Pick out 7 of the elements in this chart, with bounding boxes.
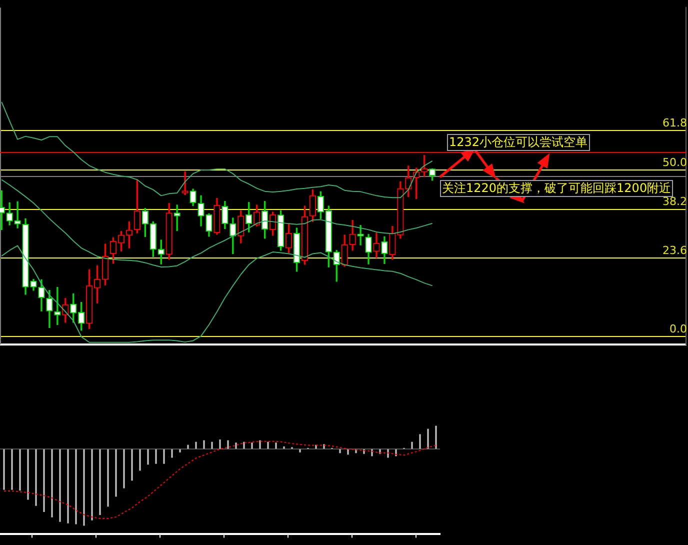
- y-tick-label: 38.2: [662, 195, 687, 208]
- text: 1232小仓位可以尝试空单: [447, 134, 590, 151]
- y-tick-label: 50.0: [662, 156, 687, 169]
- y-tick-label: 0.0: [670, 322, 687, 336]
- y-tick-label: 61.8: [662, 116, 687, 130]
- y-tick-label: 23.6: [662, 244, 687, 257]
- text: 关注1220的支撑，破了可能回踩1200附近: [440, 180, 674, 197]
